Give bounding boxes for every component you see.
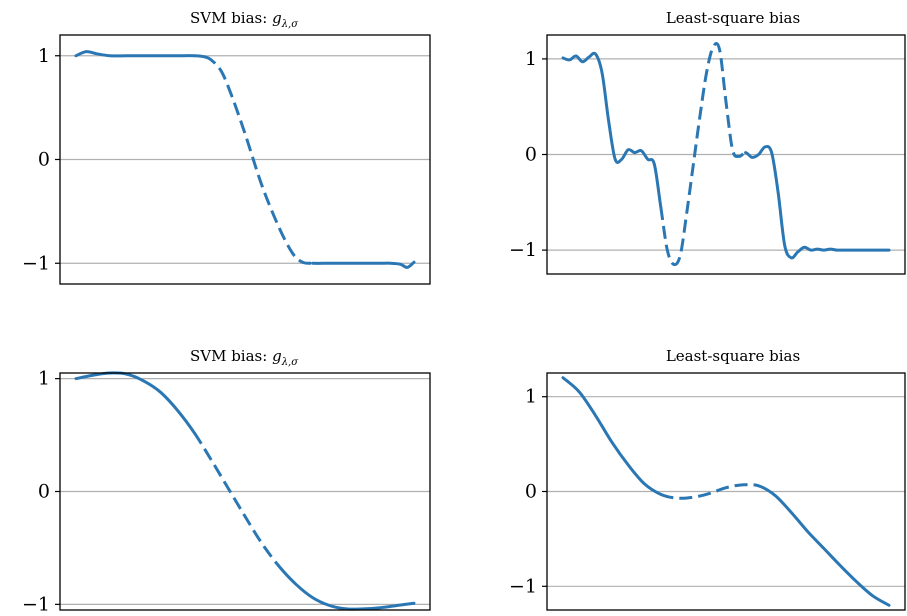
svm-bias-top-curve-solid	[311, 260, 416, 269]
svm-bias-top-ytick-label: −1	[22, 252, 50, 274]
svm-bias-bottom-title: SVM bias: gλ,σ	[190, 347, 299, 368]
svm-bias-bottom-ytick-label: 0	[38, 481, 50, 503]
least-square-bias-bottom-panel: Least-square bias 1 0 −1	[509, 347, 906, 611]
least-square-bias-bottom-curve-solid	[561, 376, 663, 496]
svm-bias-top-title-math: g	[272, 9, 282, 27]
least-square-bias-top-ytick-label: 1	[525, 48, 537, 70]
svm-bias-bottom-ytick-label: −1	[22, 593, 50, 615]
least-square-bias-bottom-ytick-label: 1	[525, 386, 537, 408]
svm-bias-bottom-curve-solid	[74, 371, 196, 435]
svm-bias-top-ytick-label: 1	[38, 45, 50, 67]
least-square-bias-bottom-title: Least-square bias	[666, 347, 800, 365]
least-square-bias-bottom-ytick-label: 0	[525, 481, 537, 503]
least-square-bias-bottom-curve-solid	[757, 484, 891, 607]
svm-bias-bottom-ytick-label: 1	[38, 368, 50, 390]
svm-bias-top-title-sub: λ,σ	[281, 19, 300, 30]
svm-bias-top-curve-solid	[74, 50, 206, 59]
least-square-bias-top-panel: Least-square bias 1 0 −1	[509, 9, 906, 275]
least-square-bias-top-curve-solid	[744, 145, 891, 260]
least-square-bias-top-ytick-label: 0	[525, 144, 537, 166]
svm-bias-top-curve-dashed	[204, 55, 313, 265]
svm-bias-bottom-curve-dashed	[193, 431, 280, 567]
least-square-bias-top-curve-dashed	[659, 41, 746, 267]
least-square-bias-top-title: Least-square bias	[666, 9, 800, 27]
least-square-bias-top-curve-solid	[561, 51, 663, 209]
svm-bias-bottom-panel: SVM bias: gλ,σ 1 0 −1	[22, 347, 431, 615]
svm-bias-bottom-curve-solid	[277, 564, 416, 611]
svm-bias-bottom-title-main: SVM bias:	[190, 347, 272, 365]
least-square-bias-bottom-curve-dashed	[660, 483, 760, 500]
svm-bias-top-panel: SVM bias: gλ,σ 1 0 −1	[22, 9, 431, 285]
svm-bias-top-title-main: SVM bias:	[190, 9, 272, 27]
svm-bias-bottom-title-sub: λ,σ	[281, 357, 300, 368]
least-square-bias-bottom-ytick-label: −1	[509, 575, 537, 597]
least-square-bias-top-ytick-label: −1	[509, 239, 537, 261]
svm-bias-top-ytick-label: 0	[38, 149, 50, 171]
svm-bias-top-title: SVM bias: gλ,σ	[190, 9, 299, 30]
svm-bias-bottom-title-math: g	[272, 347, 282, 365]
